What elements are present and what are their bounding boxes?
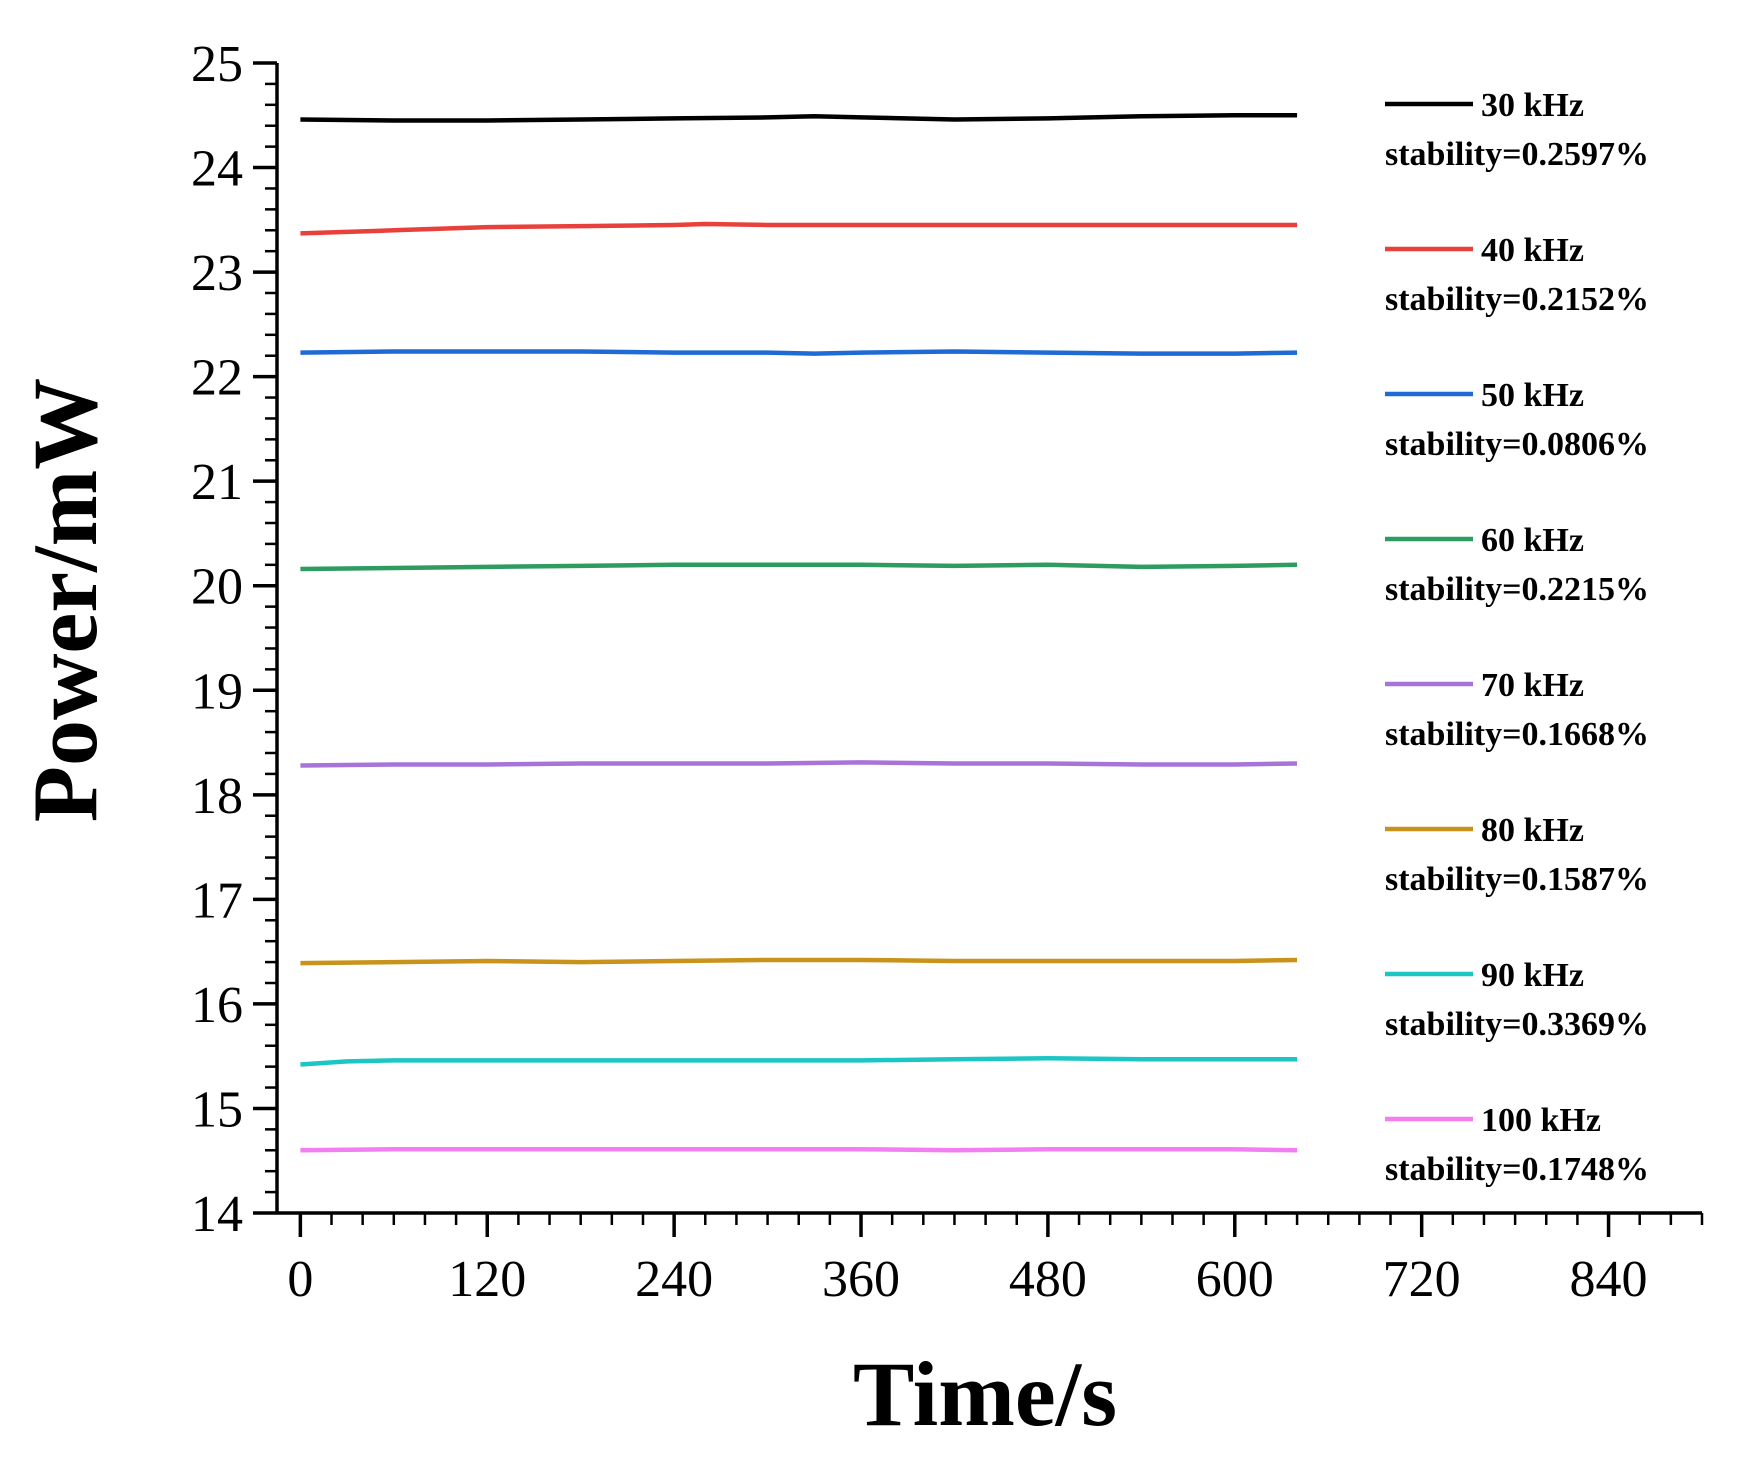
series-line-80-khz (300, 957, 1298, 966)
y-tick-label: 22 (191, 350, 243, 407)
y-tick-label: 14 (191, 1186, 243, 1243)
series-line-50-khz (300, 349, 1298, 356)
y-tick-label: 25 (191, 36, 243, 93)
legend-label: 70 kHz (1481, 667, 1584, 704)
y-tick-label: 21 (191, 454, 243, 511)
x-tick-label: 480 (1009, 1251, 1087, 1308)
x-tick-label: 240 (635, 1251, 713, 1308)
y-tick-label: 24 (191, 141, 243, 198)
legend-stability: stability=0.2597% (1385, 136, 1649, 173)
legend-label: 50 kHz (1481, 377, 1584, 414)
legend-label: 80 kHz (1481, 812, 1584, 849)
y-tick-label: 15 (191, 1081, 243, 1138)
legend: 30 kHz stability=0.2597% 40 kHz stability=0… (1385, 87, 1649, 1188)
series-line-40-khz (300, 221, 1298, 236)
legend-stability: stability=0.0806% (1385, 426, 1649, 463)
legend-stability: stability=0.2152% (1385, 281, 1649, 318)
x-axis-title: Time/s (853, 1343, 1117, 1445)
x-tick-label: 840 (1570, 1251, 1648, 1308)
x-tick-label: 720 (1383, 1251, 1461, 1308)
legend-label: 30 kHz (1481, 87, 1584, 124)
legend-stability: stability=0.1587% (1385, 861, 1649, 898)
x-tick-label: 360 (822, 1251, 900, 1308)
y-tick-label: 20 (191, 559, 243, 616)
y-axis-title: Power/mW (14, 378, 116, 823)
legend-stability: stability=0.2215% (1385, 571, 1649, 608)
x-tick-label: 600 (1196, 1251, 1274, 1308)
axes: 14 15 16 17 18 19 20 21 22 23 24 25 0 120 240 360 480 600… (191, 36, 1704, 1308)
legend-stability: stability=0.3369% (1385, 1006, 1649, 1043)
legend-label: 60 kHz (1481, 522, 1584, 559)
y-tick-label: 23 (191, 245, 243, 302)
y-tick-label: 16 (191, 977, 243, 1034)
series-line-70-khz (300, 760, 1298, 768)
y-tick-label: 19 (191, 663, 243, 720)
legend-stability: stability=0.1748% (1385, 1151, 1649, 1188)
series-line-90-khz (300, 1056, 1298, 1067)
series-line-30-khz (300, 113, 1298, 123)
series-lines (300, 113, 1298, 1153)
series-line-100-khz (300, 1146, 1298, 1153)
legend-label: 40 kHz (1481, 232, 1584, 269)
x-tick-label: 0 (287, 1251, 313, 1308)
legend-label: 90 kHz (1481, 957, 1584, 994)
x-tick-label: 120 (448, 1251, 526, 1308)
y-tick-label: 17 (191, 872, 243, 929)
series-line-60-khz (300, 562, 1298, 572)
legend-label: 100 kHz (1481, 1102, 1601, 1139)
y-tick-label: 18 (191, 768, 243, 825)
legend-stability: stability=0.1668% (1385, 716, 1649, 753)
